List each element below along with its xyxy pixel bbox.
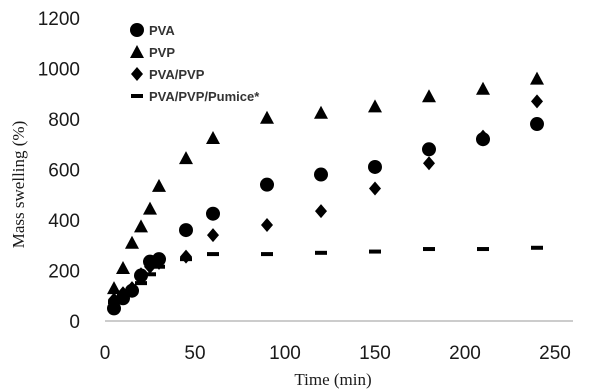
legend-label-pva-pvp: PVA/PVP [149, 67, 205, 82]
point-pva-pvp-pumice [531, 245, 543, 250]
point-pva-pvp [315, 204, 327, 219]
point-pva-pvp-pumice [117, 293, 129, 298]
point-pvp [422, 89, 436, 103]
legend-marker-pvp [130, 45, 144, 58]
point-pvp [530, 71, 544, 85]
point-pvp [260, 110, 274, 124]
point-pva-pvp-pumice [369, 249, 381, 254]
legend-label-pva: PVA [149, 23, 175, 38]
legend-marker-pva-pvp-pumice [131, 94, 143, 98]
y-tick-label: 1200 [38, 9, 80, 30]
y-tick-label: 600 [48, 161, 80, 182]
point-pvp [368, 99, 382, 113]
point-pva-pvp-pumice [153, 264, 165, 269]
x-tick-label: 0 [100, 343, 111, 364]
point-pvp [134, 219, 148, 233]
point-pva-pvp [423, 156, 435, 171]
point-pva-pvp [261, 218, 273, 233]
point-pvp [143, 201, 157, 215]
y-tick-label: 400 [48, 211, 80, 232]
x-axis-title: Time (min) [294, 370, 371, 389]
y-axis-title: Mass swelling (%) [9, 121, 28, 248]
x-tick-label: 150 [359, 343, 391, 364]
legend-marker-pva-pvp [131, 67, 143, 81]
y-tick-label: 800 [48, 110, 80, 131]
point-pvp [476, 81, 490, 95]
point-pva-pvp-pumice [423, 247, 435, 252]
x-tick-label: 200 [449, 343, 481, 364]
point-pva-pvp-pumice [315, 250, 327, 255]
point-pva-pvp [369, 181, 381, 196]
point-pva [260, 177, 274, 192]
point-pva-pvp [207, 228, 219, 243]
point-pva-pvp-pumice [108, 300, 120, 305]
x-tick-label: 50 [184, 343, 205, 364]
y-tick-label: 1000 [38, 60, 80, 81]
point-pva-pvp [144, 259, 156, 274]
x-axis-ticks: 0 50 100 150 200 250 [100, 343, 571, 364]
point-pva-pvp-pumice [126, 287, 138, 292]
point-pva [107, 301, 121, 316]
point-pva-pvp-pumice [135, 281, 147, 286]
point-pvp [116, 260, 130, 274]
point-pva [530, 117, 544, 132]
point-pva-pvp-pumice [180, 257, 192, 262]
point-pva-pvp [135, 267, 147, 282]
point-pvp [152, 178, 166, 192]
y-tick-label: 0 [69, 312, 80, 333]
point-pva [422, 142, 436, 157]
point-pvp [206, 130, 220, 144]
point-pvp [314, 105, 328, 119]
point-pva [206, 206, 220, 221]
point-pva-pvp [180, 249, 192, 264]
point-pva-pvp-pumice [144, 272, 156, 277]
data-points [107, 71, 544, 316]
point-pva [179, 223, 193, 238]
legend: PVA PVP PVA/PVP PVA/PVP/Pumice* [130, 23, 260, 104]
point-pvp [179, 151, 193, 165]
point-pvp [107, 281, 121, 295]
point-pva-pvp [477, 129, 489, 144]
x-tick-label: 100 [269, 343, 301, 364]
point-pva-pvp [531, 94, 543, 109]
legend-label-pvp: PVP [149, 45, 175, 60]
y-tick-label: 200 [48, 262, 80, 283]
point-pva-pvp-pumice [261, 252, 273, 257]
legend-marker-pva [130, 23, 144, 37]
x-tick-label: 250 [539, 343, 571, 364]
point-pva-pvp-pumice [477, 247, 489, 252]
point-pva [314, 167, 328, 182]
point-pva [368, 159, 382, 174]
point-pva-pvp-pumice [207, 252, 219, 257]
point-pvp [125, 235, 139, 249]
y-axis-ticks: 0 200 400 600 800 1000 1200 [38, 9, 80, 333]
legend-label-pva-pvp-pumice: PVA/PVP/Pumice* [149, 89, 260, 104]
